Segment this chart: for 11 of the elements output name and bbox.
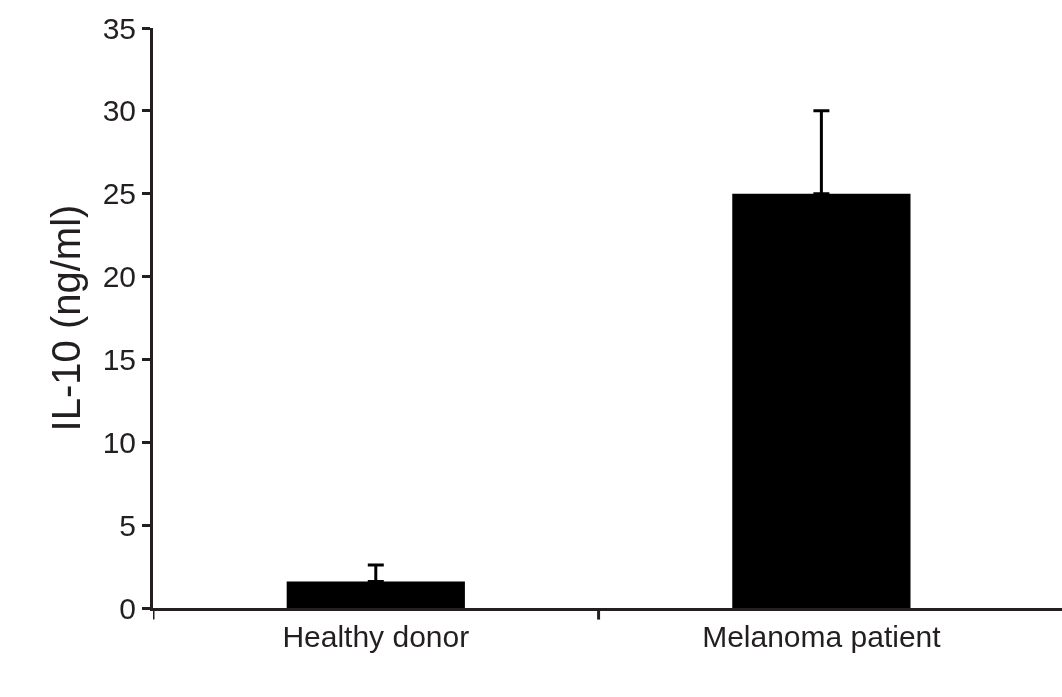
- y-tick-label: 15: [102, 342, 136, 376]
- x-tick-label: Healthy donor: [282, 620, 470, 653]
- y-axis-title: IL-10 (ng/ml): [44, 204, 89, 432]
- y-tick-label: 5: [119, 508, 136, 542]
- y-tick-label: 20: [102, 260, 136, 294]
- y-tick-label: 0: [119, 591, 136, 625]
- y-tick-label: 35: [102, 11, 136, 45]
- y-tick-label: 10: [102, 425, 136, 459]
- y-tick-label: 30: [102, 94, 136, 128]
- x-tick-label: Melanoma patient: [702, 620, 942, 653]
- y-tick-label: 25: [102, 177, 136, 211]
